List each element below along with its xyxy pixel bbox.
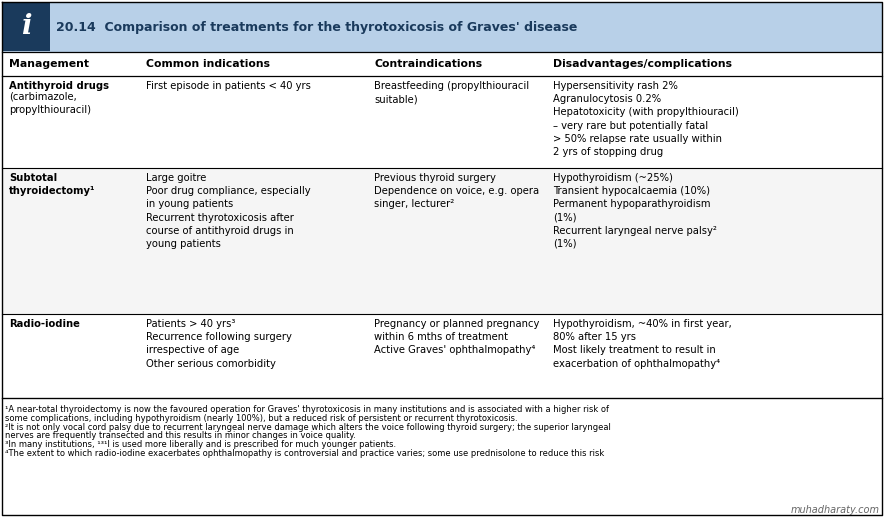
Text: ¹A near-total thyroidectomy is now the favoured operation for Graves' thyrotoxic: ¹A near-total thyroidectomy is now the f… [5, 405, 609, 414]
FancyBboxPatch shape [2, 3, 50, 51]
Text: muhadharaty.com: muhadharaty.com [791, 505, 880, 515]
Text: Hypothyroidism (~25%)
Transient hypocalcaemia (10%)
Permanent hypoparathyroidism: Hypothyroidism (~25%) Transient hypocalc… [553, 173, 717, 249]
Text: ²It is not only vocal cord palsy due to recurrent laryngeal nerve damage which a: ²It is not only vocal cord palsy due to … [5, 422, 611, 432]
Text: Radio-iodine: Radio-iodine [9, 319, 80, 329]
Text: Breastfeeding (propylthiouracil
suitable): Breastfeeding (propylthiouracil suitable… [374, 81, 529, 104]
Text: Large goitre
Poor drug compliance, especially
in young patients
Recurrent thyrot: Large goitre Poor drug compliance, espec… [146, 173, 311, 249]
FancyBboxPatch shape [2, 314, 882, 398]
Text: 20.14  Comparison of treatments for the thyrotoxicosis of Graves' disease: 20.14 Comparison of treatments for the t… [56, 21, 577, 34]
Text: ⁴The extent to which radio-iodine exacerbates ophthalmopathy is controversial an: ⁴The extent to which radio-iodine exacer… [5, 449, 604, 458]
Text: nerves are frequently transected and this results in minor changes in voice qual: nerves are frequently transected and thi… [5, 431, 356, 440]
Text: Hypersensitivity rash 2%
Agranulocytosis 0.2%
Hepatotoxicity (with propylthioura: Hypersensitivity rash 2% Agranulocytosis… [553, 81, 739, 157]
Text: First episode in patients < 40 yrs: First episode in patients < 40 yrs [146, 81, 311, 91]
Text: Hypothyroidism, ~40% in first year,
80% after 15 yrs
Most likely treatment to re: Hypothyroidism, ~40% in first year, 80% … [553, 319, 732, 369]
Text: Patients > 40 yrs³
Recurrence following surgery
irrespective of age
Other seriou: Patients > 40 yrs³ Recurrence following … [146, 319, 292, 369]
Text: Previous thyroid surgery
Dependence on voice, e.g. opera
singer, lecturer²: Previous thyroid surgery Dependence on v… [374, 173, 539, 209]
Text: Common indications: Common indications [146, 59, 270, 69]
Text: Antithyroid drugs: Antithyroid drugs [9, 81, 109, 91]
FancyBboxPatch shape [2, 52, 882, 76]
FancyBboxPatch shape [2, 2, 882, 52]
Text: ³In many institutions, ¹³¹I is used more liberally and is prescribed for much yo: ³In many institutions, ¹³¹I is used more… [5, 440, 396, 449]
Text: Subtotal
thyroidectomy¹: Subtotal thyroidectomy¹ [9, 173, 96, 196]
Text: Pregnancy or planned pregnancy
within 6 mths of treatment
Active Graves' ophthal: Pregnancy or planned pregnancy within 6 … [374, 319, 539, 355]
FancyBboxPatch shape [2, 76, 882, 168]
Text: (carbimazole,
propylthiouracil): (carbimazole, propylthiouracil) [9, 92, 91, 115]
Text: Disadvantages/complications: Disadvantages/complications [553, 59, 732, 69]
Text: Contraindications: Contraindications [374, 59, 482, 69]
Text: Management: Management [9, 59, 89, 69]
FancyBboxPatch shape [2, 398, 882, 505]
FancyBboxPatch shape [2, 168, 882, 314]
Text: some complications, including hypothyroidism (nearly 100%), but a reduced risk o: some complications, including hypothyroi… [5, 414, 518, 423]
Text: i: i [20, 13, 31, 40]
